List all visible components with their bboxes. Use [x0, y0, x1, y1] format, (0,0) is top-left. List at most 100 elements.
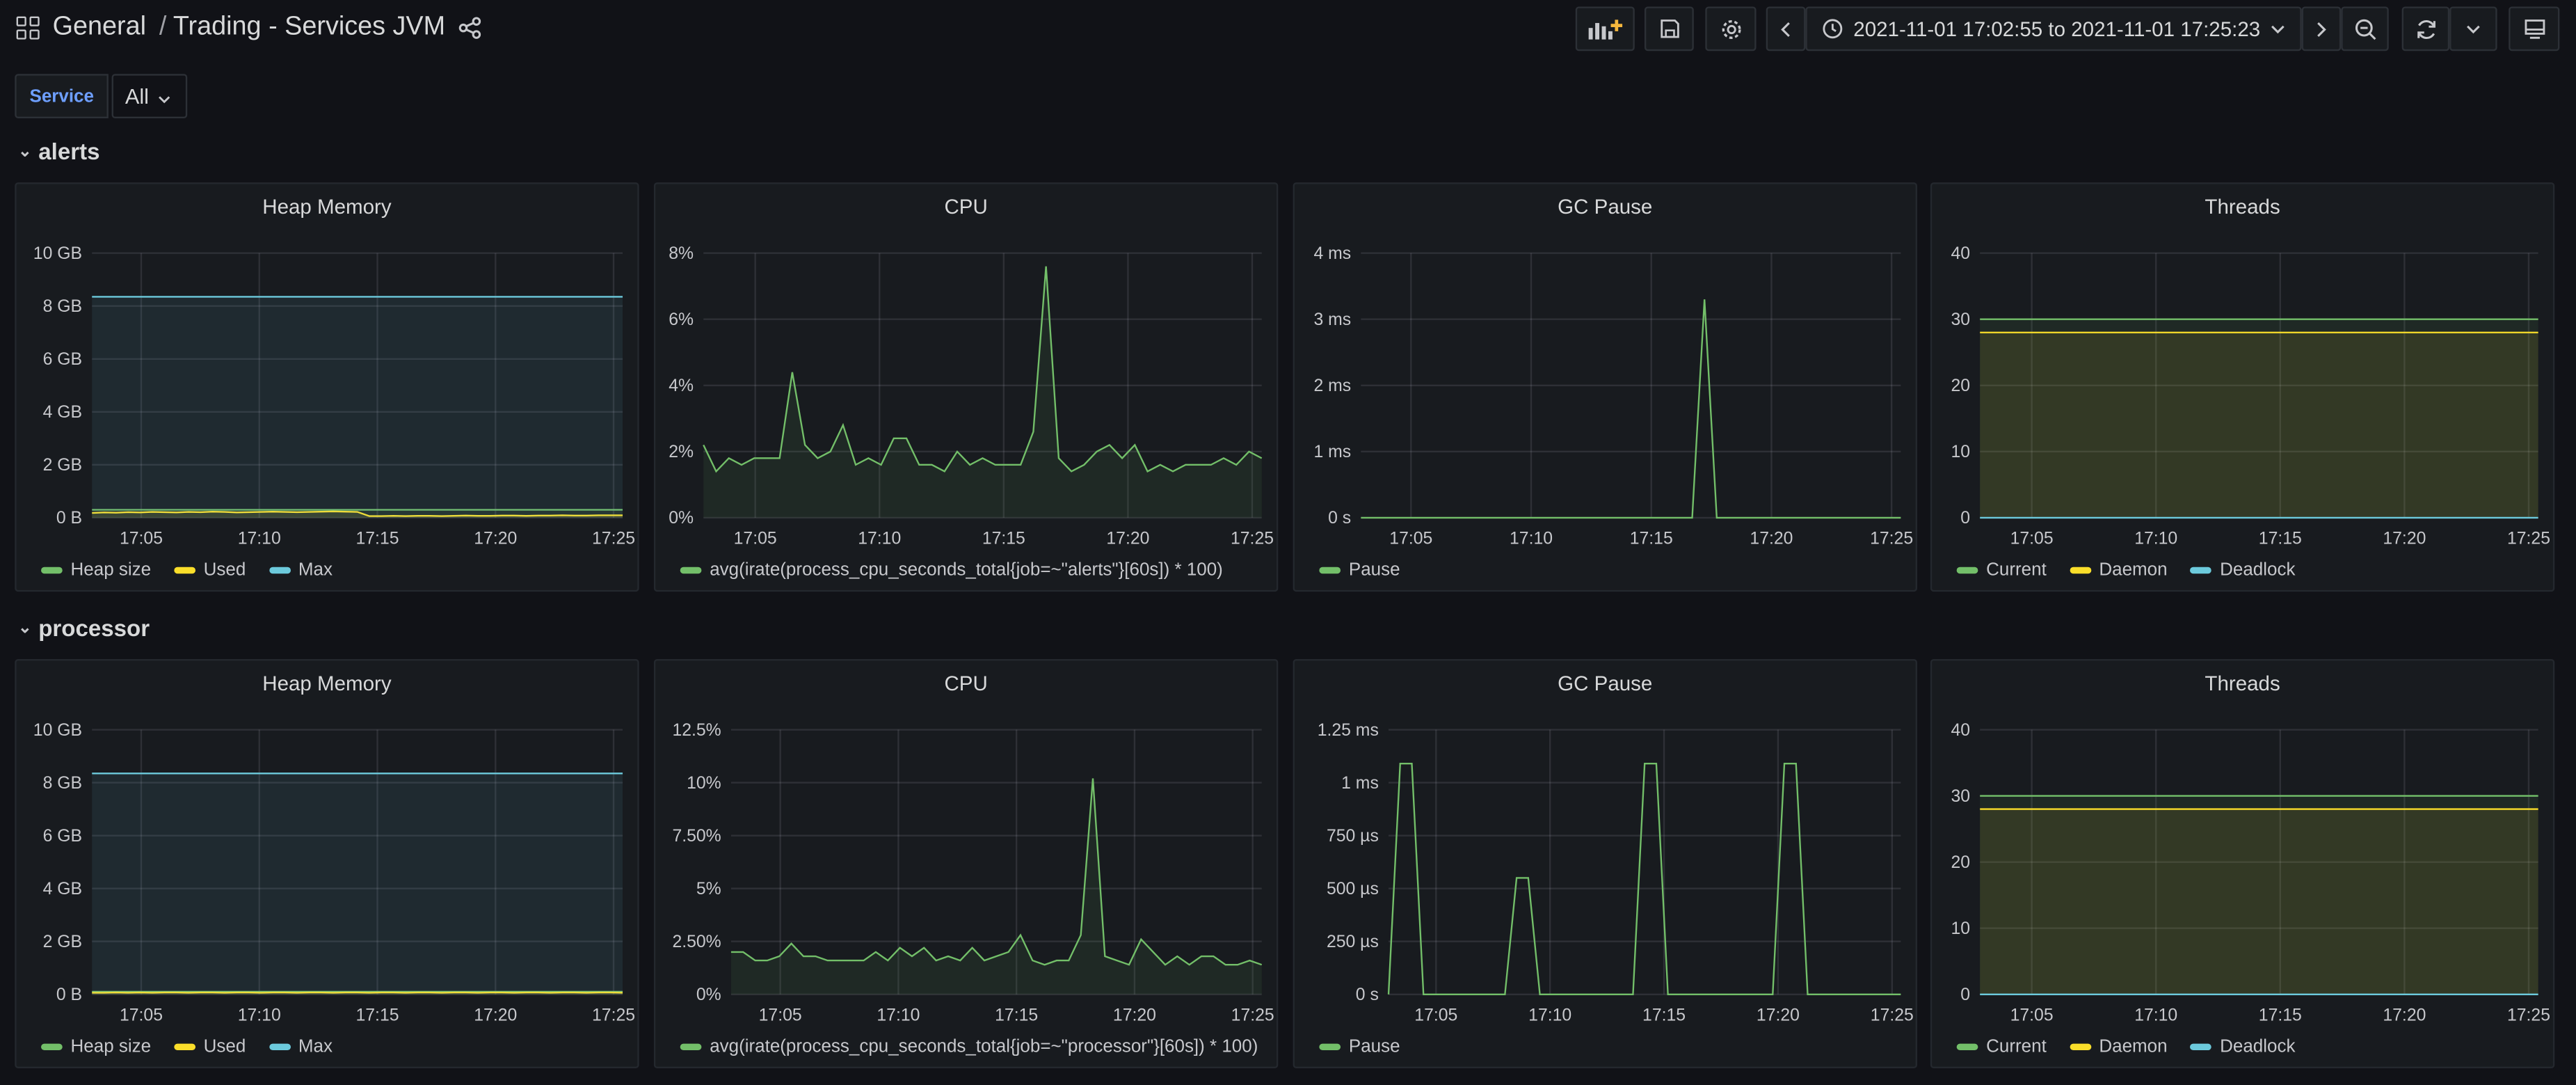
legend-item[interactable]: Pause — [1319, 1037, 1400, 1057]
legend-item[interactable]: Daemon — [2069, 560, 2168, 580]
y-tick-label: 12.5% — [672, 721, 721, 740]
monitor-icon — [2522, 18, 2545, 40]
x-tick-label: 17:10 — [877, 1006, 920, 1025]
service-variable-value: All — [125, 84, 149, 109]
series-line-used[interactable] — [92, 510, 623, 517]
chart-legend: Current Daemon Deadlock — [1956, 560, 2295, 580]
x-tick-label: 17:10 — [1528, 1006, 1571, 1025]
panel-processor-threads[interactable]: Threads 0 10 20 30 40 17:05 17:10 17:15 17:20 17:2… — [1930, 659, 2555, 1069]
legend-item[interactable]: Current — [1956, 1037, 2047, 1057]
view-mode-button[interactable] — [2509, 6, 2560, 52]
dashboards-grid-icon[interactable] — [16, 16, 40, 40]
refresh-button[interactable] — [2401, 6, 2450, 52]
add-panel-button[interactable] — [1575, 6, 1635, 52]
panel-title[interactable]: Threads — [2205, 672, 2280, 695]
chart-plot[interactable]: 0 10 20 30 40 17:05 17:10 17:15 17:20 17:25 — [1932, 660, 2553, 1030]
dashboard-title[interactable]: Trading - Services JVM — [173, 13, 446, 42]
legend-item[interactable]: Daemon — [2069, 1037, 2168, 1057]
time-forward-button[interactable] — [2301, 6, 2342, 52]
y-tick-label: 0 — [1960, 509, 1970, 528]
refresh-interval-dropdown[interactable] — [2449, 6, 2497, 52]
y-tick-label: 0 s — [1356, 985, 1379, 1004]
panel-title[interactable]: GC Pause — [1558, 196, 1653, 219]
chart-plot[interactable]: 0 B 2 GB 4 GB 6 GB 8 GB 10 GB 17:05 17:10 17:15 1… — [17, 184, 638, 553]
panel-processor-gc-pause[interactable]: GC Pause 0 s 250 µs 500 µs 750 µs 1 ms 1.25 ms… — [1293, 659, 1917, 1069]
panel-title[interactable]: GC Pause — [1558, 672, 1653, 695]
y-tick-label: 0 B — [56, 985, 82, 1004]
x-tick-label: 17:10 — [238, 530, 281, 548]
series-line-pause[interactable] — [1387, 763, 1901, 995]
series-line-avg-irate-process-cpu-seconds-[interactable] — [703, 266, 1263, 473]
row-alerts-header[interactable]: ⌄ alerts — [18, 138, 99, 164]
panel-processor-heap-memory[interactable]: Heap Memory 0 B 2 GB 4 GB 6 GB 8 GB 10 GB 17:05… — [15, 659, 639, 1069]
share-icon[interactable] — [458, 17, 481, 40]
panel-title[interactable]: Heap Memory — [262, 196, 392, 219]
y-tick-label: 6 GB — [43, 827, 82, 846]
y-tick-label: 10 GB — [33, 721, 82, 740]
legend-item[interactable]: Max — [269, 1037, 333, 1057]
y-tick-label: 4 GB — [43, 403, 82, 422]
time-range-picker[interactable]: 2021-11-01 17:02:55 to 2021-11-01 17:25:… — [1805, 6, 2302, 52]
legend-item[interactable]: avg(irate(process_cpu_seconds_total{job=… — [680, 1037, 1258, 1057]
settings-button[interactable] — [1705, 6, 1757, 52]
legend-item[interactable]: avg(irate(process_cpu_seconds_total{job=… — [680, 560, 1223, 580]
series-line-pause[interactable] — [1361, 299, 1901, 519]
panel-alerts-threads[interactable]: Threads 0 10 20 30 40 17:05 17:10 17:15 17:20 17:2… — [1930, 182, 2555, 592]
panel-alerts-cpu[interactable]: CPU 0% 2% 4% 6% 8% 17:05 17:10 17:15 17:20 17:25 av… — [653, 182, 1279, 592]
series-area-avg-irate-process-cpu-seconds- — [730, 778, 1262, 995]
service-variable-select[interactable]: All — [111, 74, 187, 119]
legend-label: Heap size — [70, 1037, 152, 1057]
legend-item[interactable]: Max — [269, 560, 333, 580]
y-tick-label: 2 GB — [43, 456, 82, 475]
series-area-max — [92, 296, 623, 518]
panel-alerts-heap-memory[interactable]: Heap Memory 0 B 2 GB 4 GB 6 GB 8 GB 10 GB 17:05… — [15, 182, 639, 592]
panel-title[interactable]: Threads — [2205, 196, 2280, 219]
y-tick-label: 40 — [1951, 721, 1970, 740]
legend-swatch — [174, 567, 195, 574]
y-tick-label: 2.50% — [672, 933, 721, 951]
x-tick-label: 17:15 — [2259, 1006, 2302, 1025]
panel-title[interactable]: CPU — [944, 672, 988, 695]
series-area-max — [92, 773, 623, 995]
legend-swatch — [2069, 1043, 2091, 1051]
series-line-avg-irate-process-cpu-seconds-[interactable] — [730, 778, 1263, 966]
legend-label: Used — [203, 560, 246, 580]
legend-swatch — [680, 567, 702, 574]
legend-item[interactable]: Current — [1956, 560, 2047, 580]
breadcrumb-separator: / — [159, 13, 167, 42]
add-panel-icon — [1587, 17, 1623, 40]
chart-plot[interactable]: 0% 2.50% 5% 7.50% 10% 12.5% 17:05 17:10 17:15 17:… — [655, 660, 1277, 1030]
time-back-button[interactable] — [1766, 6, 1806, 52]
x-tick-label: 17:25 — [1870, 530, 1913, 548]
legend-item[interactable]: Pause — [1319, 560, 1400, 580]
legend-label: Used — [203, 1037, 246, 1057]
x-tick-label: 17:15 — [355, 1006, 399, 1025]
legend-item[interactable]: Used — [174, 560, 246, 580]
x-tick-label: 17:10 — [1510, 530, 1553, 548]
panel-processor-cpu[interactable]: CPU 0% 2.50% 5% 7.50% 10% 12.5% 17:05 17:10 17:15… — [653, 659, 1279, 1069]
row-processor-header[interactable]: ⌄ processor — [18, 615, 150, 641]
panel-title[interactable]: Heap Memory — [262, 672, 392, 695]
legend-item[interactable]: Used — [174, 1037, 246, 1057]
panel-alerts-gc-pause[interactable]: GC Pause 0 s 1 ms 2 ms 3 ms 4 ms 17:05 17:10 17:… — [1293, 182, 1917, 592]
chevron-down-icon: ⌄ — [17, 142, 32, 161]
x-tick-label: 17:25 — [2507, 530, 2550, 548]
chart-plot[interactable]: 0 s 1 ms 2 ms 3 ms 4 ms 17:05 17:10 17:15 17:20 1… — [1295, 184, 1916, 553]
panel-title[interactable]: CPU — [944, 196, 988, 219]
legend-item[interactable]: Heap size — [41, 1037, 152, 1057]
chevron-left-icon — [1779, 21, 1793, 38]
x-tick-label: 17:05 — [120, 1006, 163, 1025]
chart-plot[interactable]: 0 s 250 µs 500 µs 750 µs 1 ms 1.25 ms 17:05 17:… — [1295, 660, 1916, 1030]
chart-plot[interactable]: 0 B 2 GB 4 GB 6 GB 8 GB 10 GB 17:05 17:10 17:15 1… — [17, 660, 638, 1030]
legend-item[interactable]: Deadlock — [2190, 1037, 2295, 1057]
x-tick-label: 17:10 — [2134, 1006, 2177, 1025]
folder-link[interactable]: General — [52, 13, 146, 42]
chart-plot[interactable]: 0% 2% 4% 6% 8% 17:05 17:10 17:15 17:20 17:25 — [655, 184, 1277, 553]
save-dashboard-button[interactable] — [1644, 6, 1694, 52]
x-tick-label: 17:05 — [2010, 530, 2054, 548]
legend-item[interactable]: Deadlock — [2190, 560, 2295, 580]
zoom-out-button[interactable] — [2341, 6, 2389, 52]
chart-plot[interactable]: 0 10 20 30 40 17:05 17:10 17:15 17:20 17:25 — [1932, 184, 2553, 553]
legend-item[interactable]: Heap size — [41, 560, 151, 580]
legend-swatch — [1956, 1043, 1978, 1051]
